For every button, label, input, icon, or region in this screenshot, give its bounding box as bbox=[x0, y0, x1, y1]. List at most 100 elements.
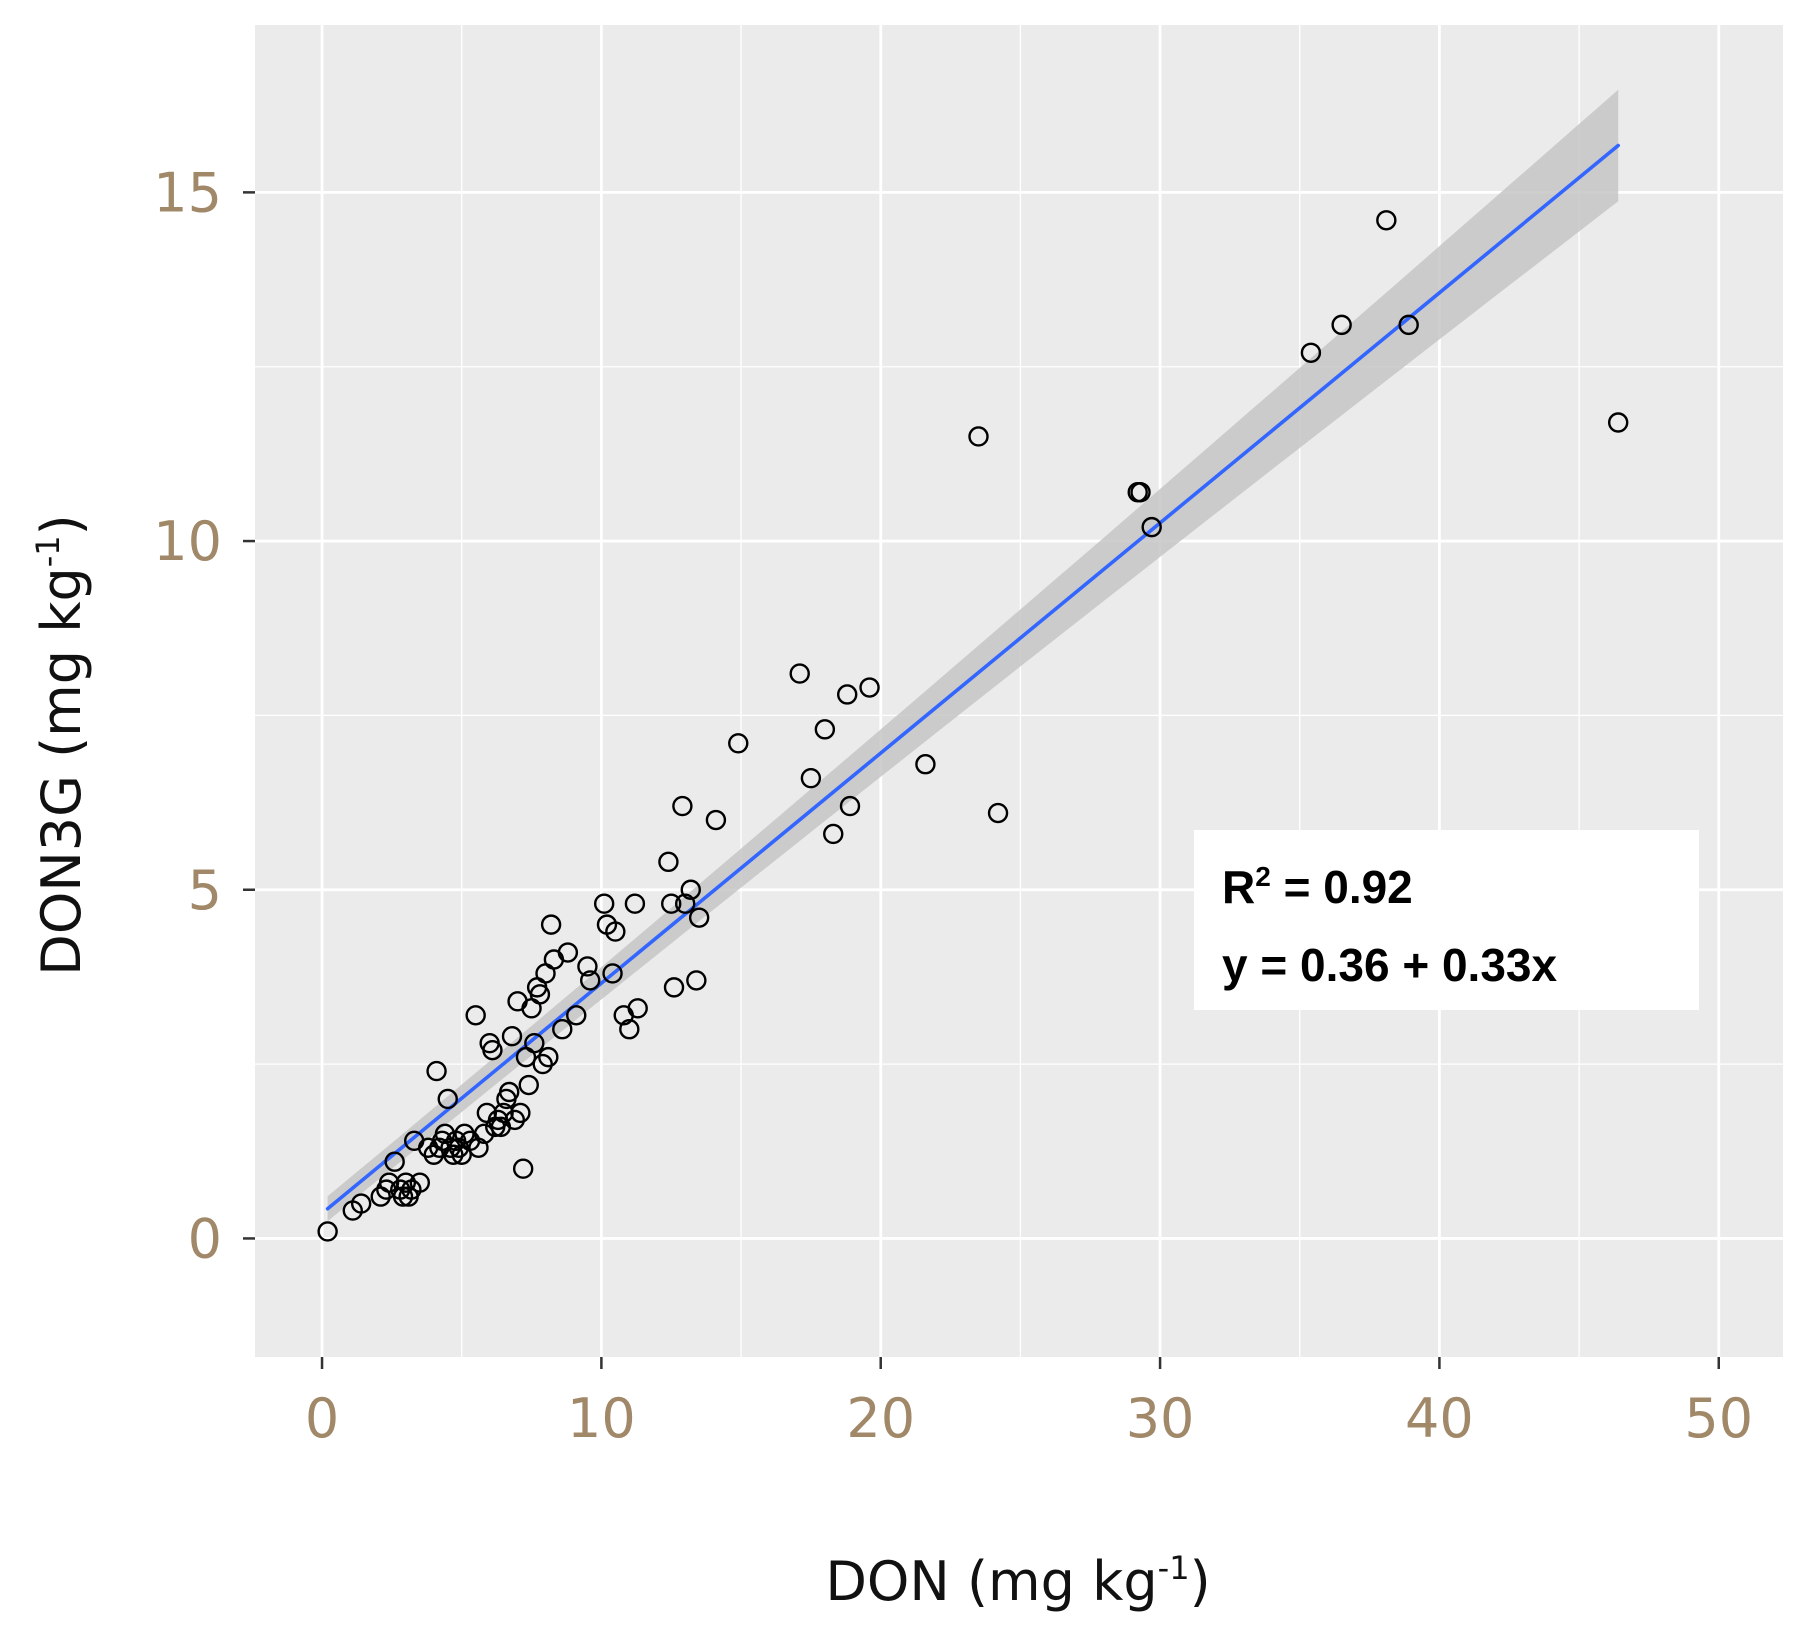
data-point bbox=[839, 795, 861, 817]
data-points bbox=[317, 210, 1629, 1242]
y-tick-label: 10 bbox=[153, 510, 222, 573]
data-point bbox=[605, 921, 626, 942]
data-point bbox=[552, 1019, 573, 1040]
data-point bbox=[529, 984, 551, 1005]
x-tick-label: 50 bbox=[1684, 1387, 1753, 1450]
data-point bbox=[566, 1005, 587, 1026]
data-point bbox=[577, 956, 598, 977]
data-point bbox=[437, 1088, 458, 1110]
data-point bbox=[580, 970, 601, 991]
annotation-background bbox=[1194, 830, 1699, 1010]
y-axis-title-superscript: -1 bbox=[29, 535, 67, 567]
data-point bbox=[1607, 412, 1629, 433]
data-point bbox=[384, 1151, 405, 1172]
data-point bbox=[672, 795, 693, 817]
data-point bbox=[1331, 314, 1352, 336]
data-point bbox=[395, 1172, 417, 1193]
data-point bbox=[1300, 342, 1322, 363]
data-point bbox=[728, 733, 749, 754]
x-axis-title-superscript: -1 bbox=[1158, 1549, 1190, 1587]
data-point bbox=[674, 893, 696, 914]
x-tick-label: 40 bbox=[1405, 1387, 1474, 1450]
y-axis-title-close: ) bbox=[30, 514, 93, 535]
data-point bbox=[680, 879, 701, 900]
data-point bbox=[663, 977, 685, 998]
data-point bbox=[915, 754, 936, 775]
data-point bbox=[518, 1074, 539, 1096]
data-point bbox=[482, 1039, 503, 1061]
confidence-band bbox=[327, 89, 1619, 1222]
data-point bbox=[465, 1005, 486, 1026]
data-point bbox=[859, 677, 880, 698]
data-point bbox=[619, 1019, 640, 1040]
data-point bbox=[524, 1032, 545, 1054]
r-squared-value: = 0.92 bbox=[1271, 861, 1413, 913]
data-point bbox=[350, 1193, 372, 1214]
x-tick-label: 20 bbox=[846, 1387, 915, 1450]
regression-line bbox=[325, 143, 1620, 1211]
y-tick-labels: 0 5 10 15 bbox=[153, 161, 222, 1270]
data-point bbox=[658, 851, 679, 873]
x-axis-title-close: ) bbox=[1190, 1550, 1211, 1613]
data-point bbox=[837, 684, 858, 705]
x-axis-title: DON (mg kg-1) bbox=[825, 1549, 1210, 1613]
data-point bbox=[823, 823, 844, 845]
data-point bbox=[504, 1109, 525, 1131]
axis-ticks bbox=[243, 191, 1721, 1369]
fit-line-group bbox=[325, 143, 1620, 1211]
data-point bbox=[968, 426, 989, 447]
data-point bbox=[1141, 516, 1162, 538]
y-tick-label: 15 bbox=[153, 161, 222, 224]
r-squared-superscript: 2 bbox=[1255, 861, 1271, 892]
y-tick-label: 0 bbox=[188, 1207, 222, 1270]
r-squared-prefix: R bbox=[1222, 861, 1255, 913]
data-point bbox=[532, 1053, 553, 1075]
data-point bbox=[454, 1123, 475, 1145]
data-point bbox=[1398, 314, 1419, 336]
data-point bbox=[434, 1123, 456, 1145]
data-point bbox=[512, 1158, 534, 1179]
data-point bbox=[501, 1026, 523, 1047]
data-point bbox=[688, 907, 710, 928]
data-point bbox=[686, 970, 707, 991]
data-point bbox=[1376, 210, 1397, 231]
r-squared-text: R2 = 0.92 bbox=[1222, 861, 1413, 913]
data-point bbox=[426, 1060, 447, 1082]
data-point bbox=[443, 1144, 464, 1165]
data-point bbox=[540, 914, 562, 935]
data-point bbox=[317, 1221, 338, 1242]
data-point bbox=[661, 893, 682, 914]
data-point bbox=[814, 719, 836, 740]
x-tick-label: 0 bbox=[305, 1387, 339, 1450]
data-point bbox=[378, 1172, 400, 1193]
y-axis-title: DON3G (mg kg-1) bbox=[29, 514, 93, 976]
data-point bbox=[789, 663, 810, 684]
data-point bbox=[538, 1046, 559, 1068]
data-point bbox=[987, 802, 1009, 824]
data-point bbox=[473, 1123, 495, 1145]
data-point bbox=[627, 998, 648, 1019]
x-tick-label: 30 bbox=[1126, 1387, 1195, 1450]
annotation-box: R2 = 0.92 y = 0.36 + 0.33x bbox=[1194, 830, 1699, 1010]
data-point bbox=[510, 1102, 531, 1124]
data-point bbox=[409, 1172, 431, 1193]
data-point bbox=[468, 1137, 489, 1158]
y-tick-label: 5 bbox=[188, 859, 222, 922]
x-tick-labels: 0 10 20 30 40 50 bbox=[305, 1387, 1753, 1450]
x-axis-title-base: DON (mg kg bbox=[825, 1550, 1157, 1613]
data-point bbox=[800, 767, 822, 789]
data-point bbox=[705, 809, 727, 831]
confidence-band-group bbox=[327, 89, 1619, 1222]
data-point bbox=[1130, 482, 1151, 503]
regression-equation: y = 0.36 + 0.33x bbox=[1222, 939, 1557, 991]
y-axis-title-base: DON3G (mg kg bbox=[30, 567, 93, 976]
data-point bbox=[602, 963, 623, 984]
data-point bbox=[499, 1081, 520, 1103]
data-point bbox=[557, 942, 579, 963]
gridlines bbox=[255, 25, 1783, 1357]
x-tick-label: 10 bbox=[567, 1387, 636, 1450]
data-point bbox=[593, 893, 615, 914]
data-point bbox=[624, 893, 646, 914]
data-point bbox=[493, 1102, 514, 1124]
